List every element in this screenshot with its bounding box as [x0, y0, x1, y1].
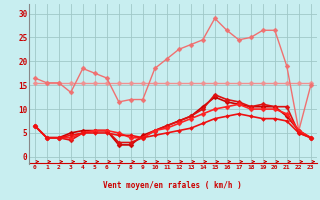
- X-axis label: Vent moyen/en rafales ( km/h ): Vent moyen/en rafales ( km/h ): [103, 181, 242, 190]
